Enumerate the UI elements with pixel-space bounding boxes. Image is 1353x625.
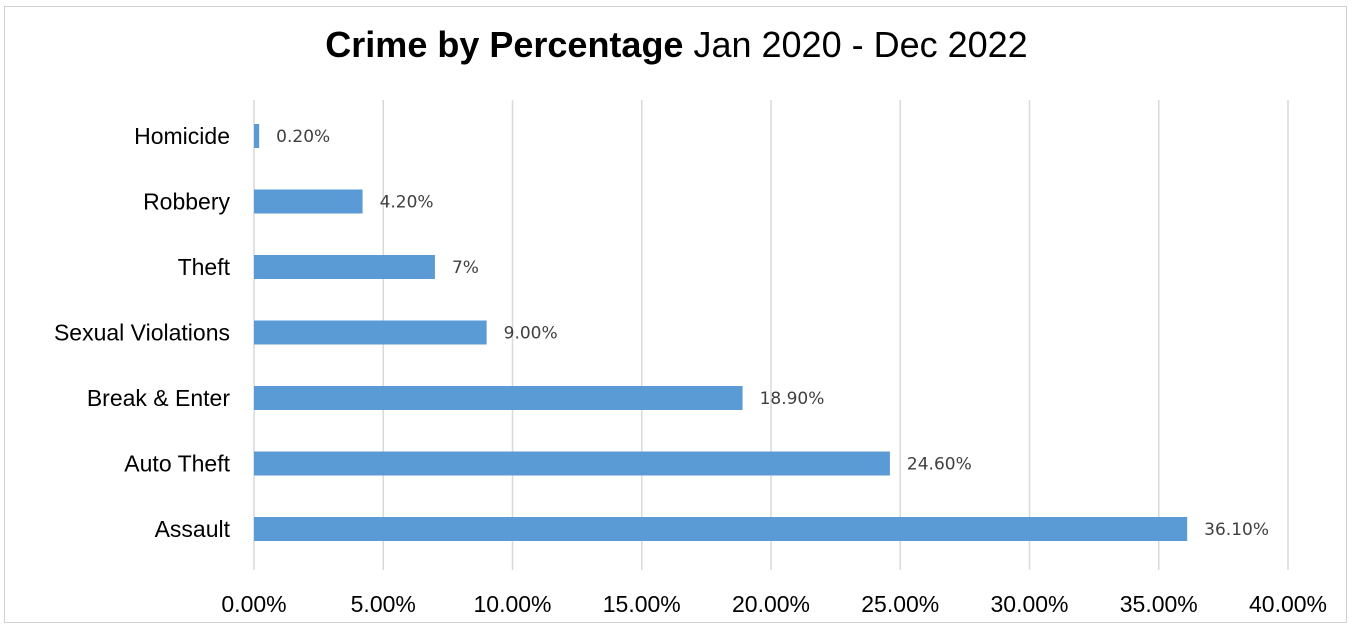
category-label: Homicide (134, 123, 230, 149)
bar (254, 124, 260, 148)
data-label: 0.20% (276, 127, 330, 147)
data-label: 24.60% (907, 455, 972, 475)
chart-subtitle: Jan 2020 - Dec 2022 (693, 24, 1028, 65)
category-label: Theft (178, 254, 231, 280)
chart-title: Crime by Percentage Jan 2020 - Dec 2022 (0, 24, 1353, 66)
x-tick-label: 20.00% (732, 591, 810, 617)
bar (254, 320, 487, 345)
bar (254, 451, 890, 476)
bar (254, 189, 363, 214)
category-label: Robbery (143, 189, 230, 215)
chart-title-main: Crime by Percentage (325, 24, 684, 65)
data-label: 36.10% (1204, 520, 1269, 540)
x-tick-label: 15.00% (603, 591, 681, 617)
bar (254, 255, 435, 279)
x-tick-label: 25.00% (861, 591, 939, 617)
data-label: 18.90% (760, 389, 825, 409)
data-label: 4.20% (380, 193, 434, 213)
data-label: 7% (452, 258, 479, 278)
category-label: Sexual Violations (54, 320, 230, 346)
x-tick-label: 35.00% (1120, 591, 1198, 617)
bar (254, 386, 743, 410)
x-tick-label: 10.00% (473, 591, 551, 617)
x-tick-label: 5.00% (351, 591, 416, 617)
data-label: 9.00% (504, 324, 558, 344)
x-tick-label: 40.00% (1249, 591, 1327, 617)
bar (254, 517, 1188, 541)
category-label: Assault (155, 516, 231, 542)
x-tick-label: 0.00% (221, 591, 286, 617)
x-tick-label: 30.00% (990, 591, 1068, 617)
category-label: Auto Theft (124, 451, 230, 477)
category-label: Break & Enter (87, 385, 231, 411)
